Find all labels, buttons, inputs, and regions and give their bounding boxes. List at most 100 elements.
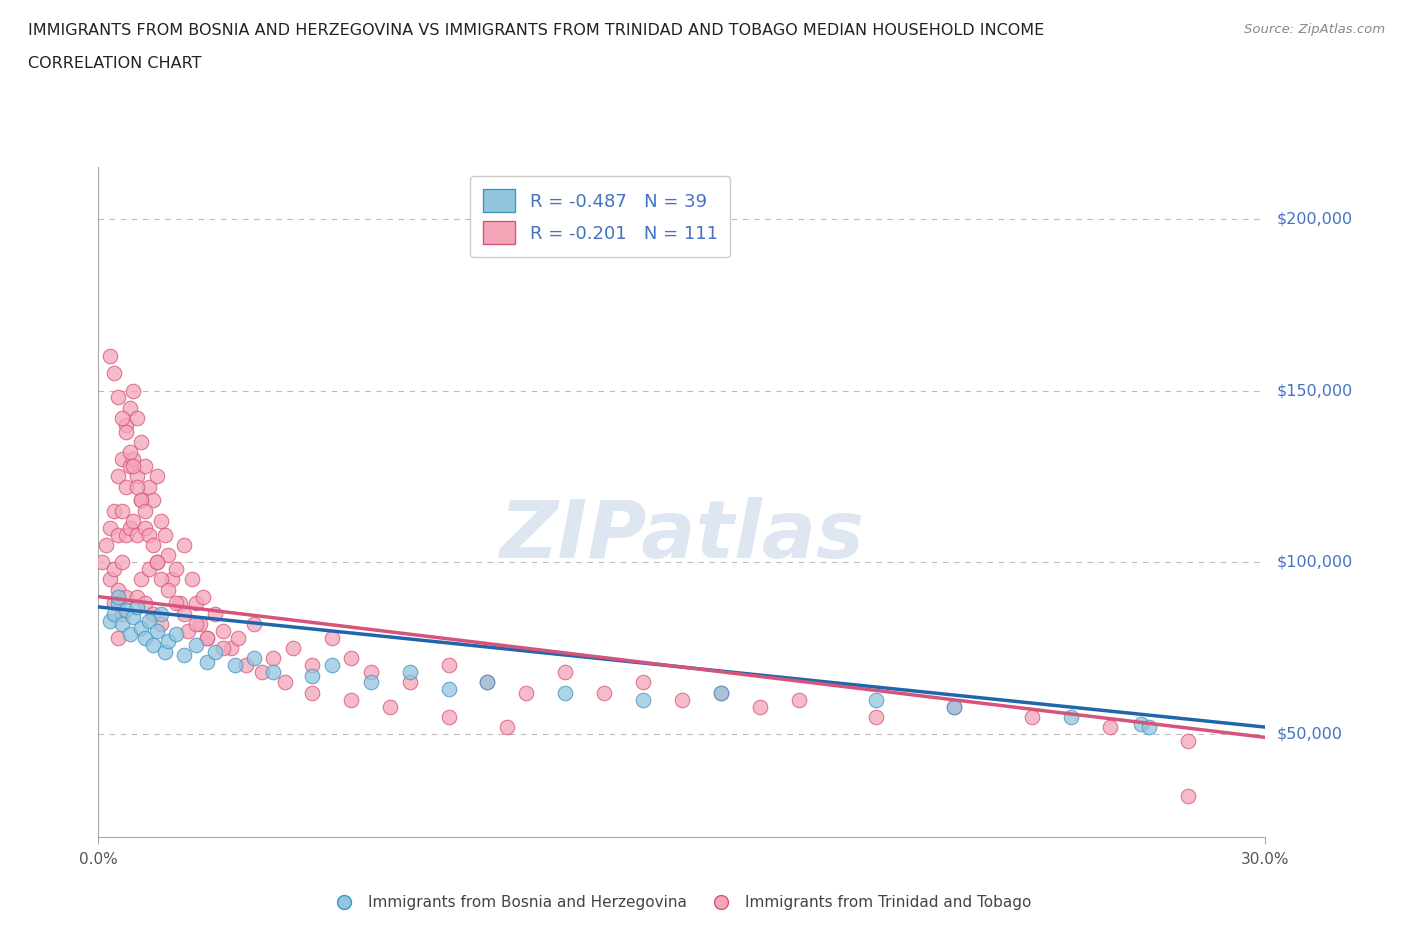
Point <box>114 590 136 604</box>
Point <box>554 685 576 700</box>
Point <box>111 411 134 426</box>
Text: Source: ZipAtlas.com: Source: ZipAtlas.com <box>1244 23 1385 36</box>
Point <box>127 469 149 484</box>
Point <box>103 596 125 611</box>
Point <box>212 623 235 638</box>
Point <box>340 651 363 666</box>
Point <box>111 503 134 518</box>
Point <box>134 521 156 536</box>
Point <box>118 400 141 415</box>
Point <box>169 596 191 611</box>
Point <box>149 606 172 621</box>
Point <box>865 710 887 724</box>
Point <box>111 452 134 467</box>
Point <box>748 699 770 714</box>
Point <box>114 424 136 439</box>
Point <box>134 503 156 518</box>
Point <box>184 637 207 652</box>
Text: ZIPatlas: ZIPatlas <box>499 497 865 575</box>
Point <box>127 527 149 542</box>
Point <box>98 572 121 587</box>
Point <box>173 647 195 662</box>
Point <box>114 418 136 432</box>
Point <box>103 366 125 381</box>
Point <box>437 682 460 697</box>
Point <box>274 675 297 690</box>
Point <box>631 675 654 690</box>
Text: $50,000: $50,000 <box>1277 726 1343 741</box>
Point <box>195 631 218 645</box>
Point <box>157 548 180 563</box>
Legend: Immigrants from Bosnia and Herzegovina, Immigrants from Trinidad and Tobago: Immigrants from Bosnia and Herzegovina, … <box>326 889 1038 916</box>
Point <box>193 590 215 604</box>
Point <box>195 655 218 670</box>
Point <box>107 631 129 645</box>
Text: $200,000: $200,000 <box>1277 211 1353 226</box>
Point <box>188 617 211 631</box>
Point <box>127 600 149 615</box>
Point <box>281 641 304 656</box>
Point <box>122 513 145 528</box>
Point <box>235 658 257 672</box>
Point <box>107 590 129 604</box>
Point <box>127 590 149 604</box>
Point <box>98 349 121 364</box>
Point <box>114 603 136 618</box>
Point <box>1137 720 1160 735</box>
Point <box>142 538 165 552</box>
Point <box>631 692 654 707</box>
Point <box>593 685 616 700</box>
Point <box>262 665 284 680</box>
Point <box>129 493 152 508</box>
Point <box>1177 789 1199 804</box>
Point <box>107 469 129 484</box>
Point <box>301 685 323 700</box>
Point <box>1177 734 1199 749</box>
Point <box>515 685 537 700</box>
Point <box>710 685 733 700</box>
Point <box>671 692 693 707</box>
Point <box>129 620 152 635</box>
Point <box>134 631 156 645</box>
Point <box>138 562 160 577</box>
Point <box>96 538 118 552</box>
Point <box>1098 720 1121 735</box>
Point <box>710 685 733 700</box>
Point <box>149 617 172 631</box>
Point <box>378 699 402 714</box>
Point <box>1021 710 1043 724</box>
Point <box>184 596 207 611</box>
Point <box>1060 710 1083 724</box>
Point <box>437 658 460 672</box>
Point <box>173 538 195 552</box>
Point <box>228 631 250 645</box>
Point <box>195 631 218 645</box>
Point <box>134 596 156 611</box>
Point <box>153 527 176 542</box>
Point <box>250 665 273 680</box>
Point <box>1129 716 1152 731</box>
Point <box>138 479 160 494</box>
Point <box>219 641 242 656</box>
Text: CORRELATION CHART: CORRELATION CHART <box>28 56 201 71</box>
Point <box>495 720 517 735</box>
Point <box>153 644 176 659</box>
Point <box>142 493 165 508</box>
Point <box>146 623 169 638</box>
Point <box>149 572 172 587</box>
Point <box>157 634 180 649</box>
Point <box>122 610 145 625</box>
Point <box>103 606 125 621</box>
Point <box>943 699 966 714</box>
Point <box>111 606 134 621</box>
Point <box>107 527 129 542</box>
Point <box>114 479 136 494</box>
Point <box>122 458 145 473</box>
Point <box>398 665 420 680</box>
Point <box>146 555 169 570</box>
Point <box>321 631 343 645</box>
Point <box>138 527 160 542</box>
Point <box>98 613 121 628</box>
Point <box>340 692 363 707</box>
Point <box>118 445 141 459</box>
